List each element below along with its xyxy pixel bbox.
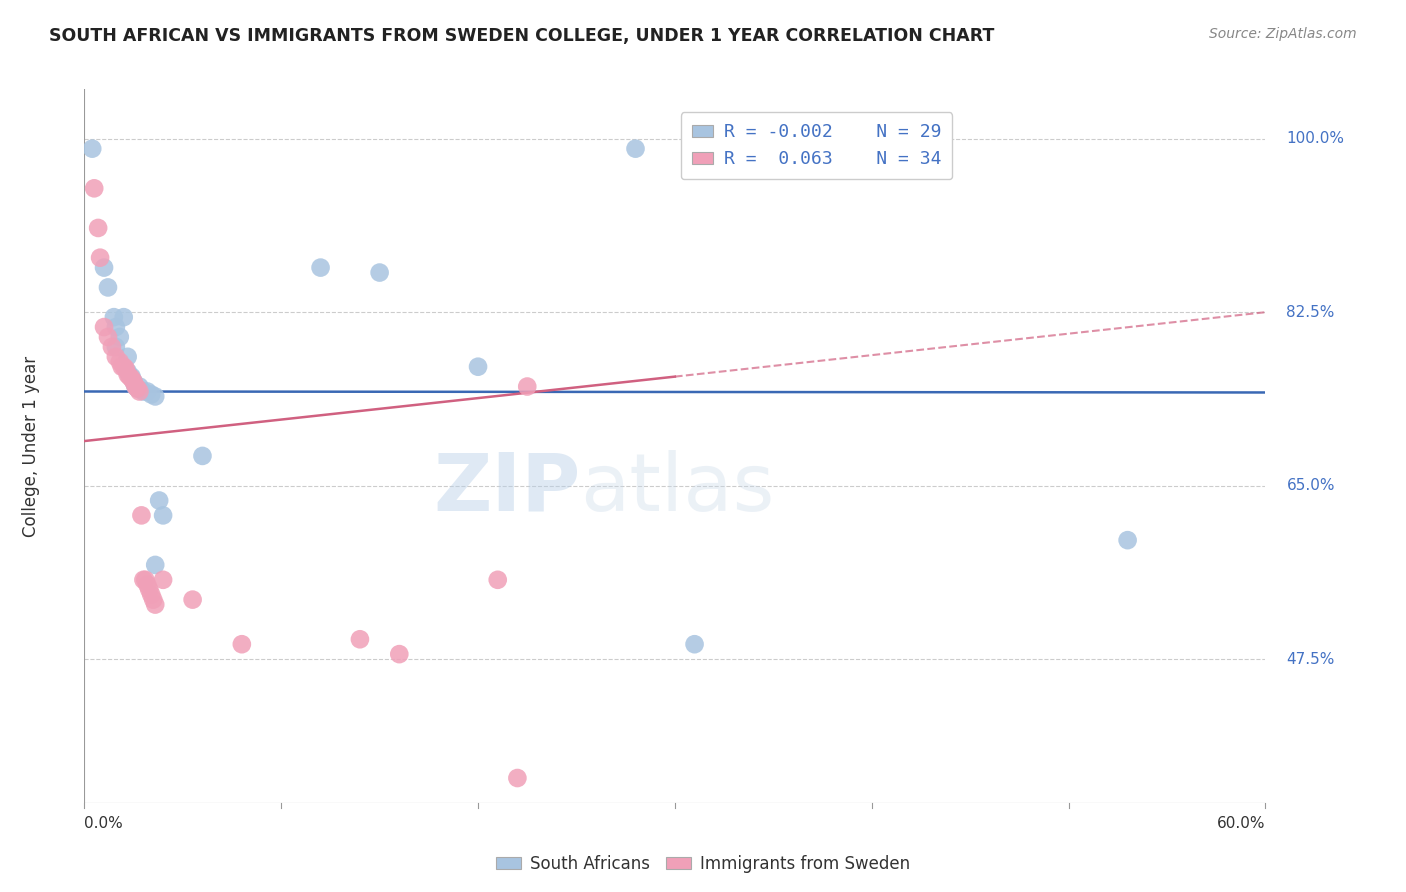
Point [309,260,332,275]
Legend: R = -0.002    N = 29, R =  0.063    N = 34: R = -0.002 N = 29, R = 0.063 N = 34 [681,112,952,179]
Point [134,573,156,587]
Point [136,384,159,399]
Text: Source: ZipAtlas.com: Source: ZipAtlas.com [1209,27,1357,41]
Point [181,592,204,607]
Point [191,449,214,463]
Point [104,320,127,334]
Text: SOUTH AFRICAN VS IMMIGRANTS FROM SWEDEN COLLEGE, UNDER 1 YEAR CORRELATION CHART: SOUTH AFRICAN VS IMMIGRANTS FROM SWEDEN … [49,27,994,45]
Point [101,340,124,354]
Point [82,142,104,156]
Point [112,359,135,374]
Point [89,251,111,265]
Point [143,598,166,612]
Point [467,359,489,374]
Point [368,266,391,280]
Point [121,371,143,385]
Text: College, Under 1 year: College, Under 1 year [22,355,39,537]
Point [87,221,110,235]
Point [118,369,141,384]
Point [132,384,155,399]
Point [108,355,131,369]
Point [152,573,174,587]
Point [132,573,155,587]
Point [148,493,170,508]
Point [388,647,411,661]
Point [506,771,529,785]
Point [152,508,174,523]
Point [127,382,149,396]
Legend: South Africans, Immigrants from Sweden: South Africans, Immigrants from Sweden [489,848,917,880]
Text: 60.0%: 60.0% [1218,816,1265,831]
Point [117,368,139,382]
Point [143,389,166,403]
Point [516,379,538,393]
Point [103,310,125,325]
Point [104,340,127,354]
Point [231,637,253,651]
Point [138,582,160,597]
Point [104,350,127,364]
Text: 0.0%: 0.0% [84,816,124,831]
Point [111,359,134,374]
Point [136,578,159,592]
Point [128,379,150,393]
Point [141,387,163,401]
Point [122,375,145,389]
Point [83,181,105,195]
Point [117,365,139,379]
Point [349,632,371,647]
Text: atlas: atlas [581,450,775,528]
Point [124,379,146,393]
Text: ZIP: ZIP [433,450,581,528]
Point [97,280,120,294]
Point [114,361,136,376]
Point [127,382,149,396]
Point [93,320,115,334]
Point [143,558,166,572]
Point [121,369,143,384]
Text: 47.5%: 47.5% [1286,651,1334,666]
Point [486,573,509,587]
Point [624,142,647,156]
Text: 100.0%: 100.0% [1286,131,1344,146]
Point [93,260,115,275]
Text: 65.0%: 65.0% [1286,478,1334,493]
Point [112,310,135,325]
Point [683,637,706,651]
Point [117,350,139,364]
Text: 82.5%: 82.5% [1286,305,1334,319]
Point [124,379,146,393]
Point [131,508,153,523]
Point [128,384,150,399]
Point [108,330,131,344]
Point [1116,533,1139,548]
Point [141,588,163,602]
Point [97,330,120,344]
Point [122,375,145,389]
Point [142,592,165,607]
